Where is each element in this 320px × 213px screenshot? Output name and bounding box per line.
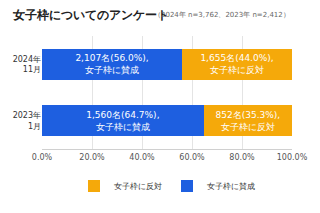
svg-text:（2024年 n=3,762、2023年 n=2,412）: （2024年 n=3,762、2023年 n=2,412）	[154, 11, 290, 19]
svg-text:40.0%: 40.0%	[129, 153, 155, 162]
svg-text:2024年11月: 2024年11月	[13, 55, 41, 74]
svg-text:0.0%: 0.0%	[32, 153, 53, 162]
svg-text:女子枠に賛成: 女子枠に賛成	[207, 182, 255, 191]
svg-text:80.0%: 80.0%	[229, 153, 255, 162]
svg-text:1,655名(44.0%),女子枠に反対: 1,655名(44.0%),女子枠に反対	[200, 53, 273, 75]
svg-text:20.0%: 20.0%	[79, 153, 105, 162]
svg-text:女子枠に反対: 女子枠に反対	[114, 182, 162, 191]
svg-text:1,560名(64.7%),女子枠に賛成: 1,560名(64.7%),女子枠に賛成	[86, 110, 159, 132]
svg-text:2023年1月: 2023年1月	[13, 111, 41, 130]
svg-text:2,107名(56.0%),女子枠に賛成: 2,107名(56.0%),女子枠に賛成	[75, 53, 148, 75]
svg-text:60.0%: 60.0%	[179, 153, 205, 162]
svg-text:女子枠についてのアンケート: 女子枠についてのアンケート	[12, 8, 169, 22]
svg-text:100.0%: 100.0%	[277, 153, 308, 162]
svg-text:852名(35.3%),女子枠に反対: 852名(35.3%),女子枠に反対	[216, 110, 281, 132]
